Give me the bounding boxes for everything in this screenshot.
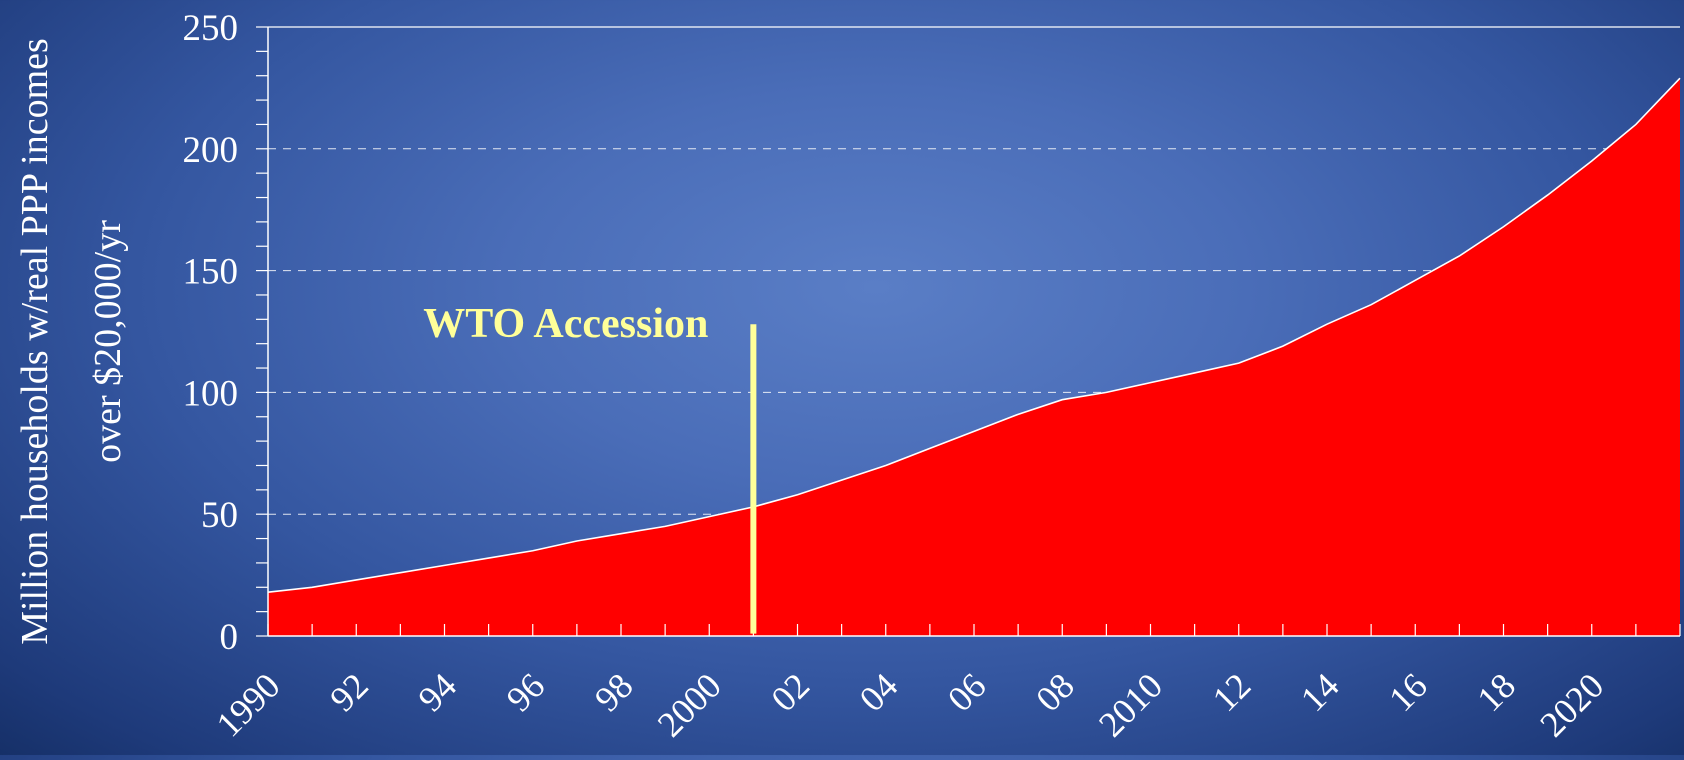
x-tick-label: 92 (322, 665, 376, 719)
x-tick-label: 1990 (208, 665, 287, 744)
y-axis-title: Million households w/real PPP incomes ove… (14, 38, 129, 645)
y-tick-label: 250 (183, 8, 239, 49)
series-line (267, 77, 1681, 593)
x-tick-label: 98 (587, 665, 641, 719)
x-tick-label: 2000 (650, 665, 729, 744)
y-tick-label: 100 (183, 373, 239, 414)
x-tick-label: 94 (410, 665, 464, 719)
y-axis-title-line1: Million households w/real PPP incomes (14, 38, 56, 645)
series-area (267, 77, 1681, 636)
annotation-group: WTO Accession (423, 301, 757, 634)
x-axis-ticks: 1990 92 94 96 98 2000 02 04 06 08 2010 12 14 16 18 2020 (208, 624, 1681, 745)
x-tick-label: 2010 (1091, 665, 1170, 744)
y-tick-label: 150 (183, 252, 239, 293)
wto-accession-label: WTO Accession (423, 301, 708, 347)
x-tick-label: 14 (1293, 665, 1347, 719)
x-tick-label: 12 (1205, 665, 1259, 719)
x-tick-label: 16 (1381, 665, 1435, 719)
y-tick-label: 0 (220, 617, 239, 658)
x-tick-label: 02 (763, 665, 817, 719)
y-tick-label: 200 (183, 130, 239, 171)
x-tick-label: 18 (1469, 665, 1523, 719)
x-tick-label: 96 (499, 665, 553, 719)
x-tick-label: 06 (940, 665, 994, 719)
x-tick-label: 04 (852, 665, 906, 719)
y-tick-label: 50 (201, 495, 238, 536)
x-tick-label: 2020 (1532, 665, 1611, 744)
y-axis-title-line2: over $20,000/yr (87, 220, 129, 463)
x-tick-label: 08 (1028, 665, 1082, 719)
series-area-fill (268, 78, 1680, 636)
y-axis-ticks: 0 50 100 150 200 250 (183, 8, 268, 658)
